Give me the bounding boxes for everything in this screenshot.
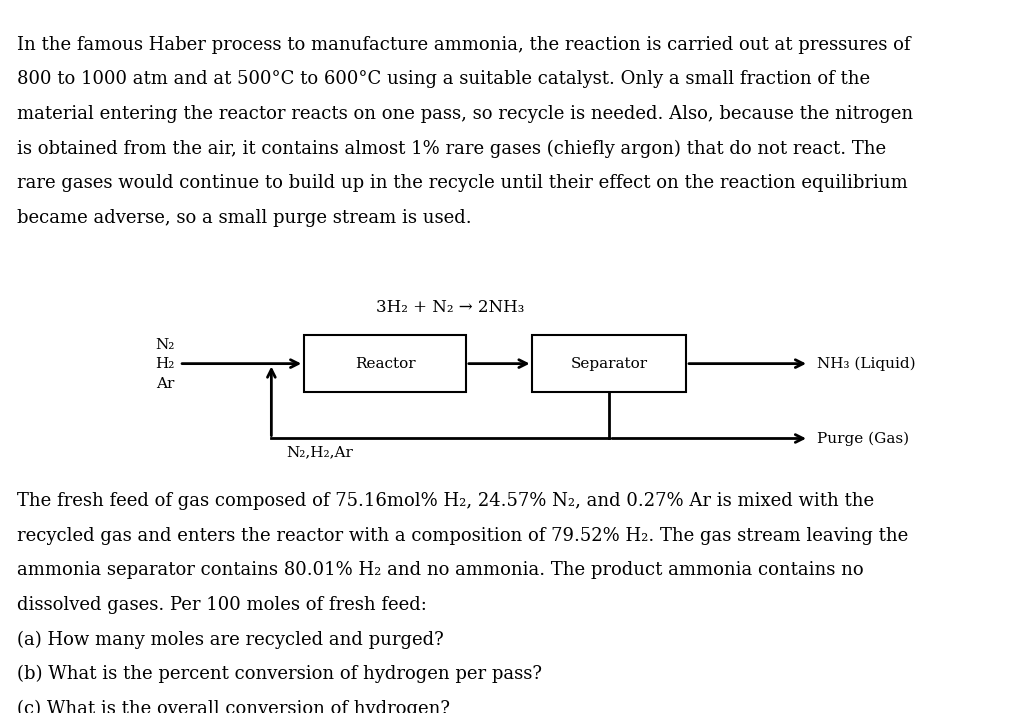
Text: Separator: Separator — [570, 356, 648, 371]
Text: The fresh feed of gas composed of 75.16mol% H₂, 24.57% N₂, and 0.27% Ar is mixed: The fresh feed of gas composed of 75.16m… — [17, 492, 874, 510]
Text: material entering the reactor reacts on one pass, so recycle is needed. Also, be: material entering the reactor reacts on … — [17, 105, 913, 123]
Text: NH₃ (Liquid): NH₃ (Liquid) — [817, 356, 915, 371]
Text: Purge (Gas): Purge (Gas) — [817, 431, 909, 446]
Text: rare gases would continue to build up in the recycle until their effect on the r: rare gases would continue to build up in… — [17, 174, 908, 192]
Bar — [304, 335, 466, 392]
Text: (a) How many moles are recycled and purged?: (a) How many moles are recycled and purg… — [17, 630, 444, 649]
Text: Ar: Ar — [156, 376, 174, 391]
Text: Reactor: Reactor — [354, 356, 416, 371]
Text: In the famous Haber process to manufacture ammonia, the reaction is carried out : In the famous Haber process to manufactu… — [17, 36, 911, 53]
Bar — [532, 335, 686, 392]
Text: (b) What is the percent conversion of hydrogen per pass?: (b) What is the percent conversion of hy… — [17, 665, 543, 683]
Text: 800 to 1000 atm and at 500°C to 600°C using a suitable catalyst. Only a small fr: 800 to 1000 atm and at 500°C to 600°C us… — [17, 71, 870, 88]
Text: recycled gas and enters the reactor with a composition of 79.52% H₂. The gas str: recycled gas and enters the reactor with… — [17, 526, 908, 545]
Text: dissolved gases. Per 100 moles of fresh feed:: dissolved gases. Per 100 moles of fresh … — [17, 596, 427, 614]
Text: H₂: H₂ — [155, 357, 174, 371]
Text: ammonia separator contains 80.01% H₂ and no ammonia. The product ammonia contain: ammonia separator contains 80.01% H₂ and… — [17, 561, 864, 579]
Text: became adverse, so a small purge stream is used.: became adverse, so a small purge stream … — [17, 209, 472, 227]
Text: (c) What is the overall conversion of hydrogen?: (c) What is the overall conversion of hy… — [17, 699, 451, 713]
Text: N₂,H₂,Ar: N₂,H₂,Ar — [287, 446, 353, 459]
Text: N₂: N₂ — [155, 338, 174, 352]
Text: is obtained from the air, it contains almost 1% rare gases (chiefly argon) that : is obtained from the air, it contains al… — [17, 140, 887, 158]
Text: 3H₂ + N₂ → 2NH₃: 3H₂ + N₂ → 2NH₃ — [377, 299, 524, 317]
